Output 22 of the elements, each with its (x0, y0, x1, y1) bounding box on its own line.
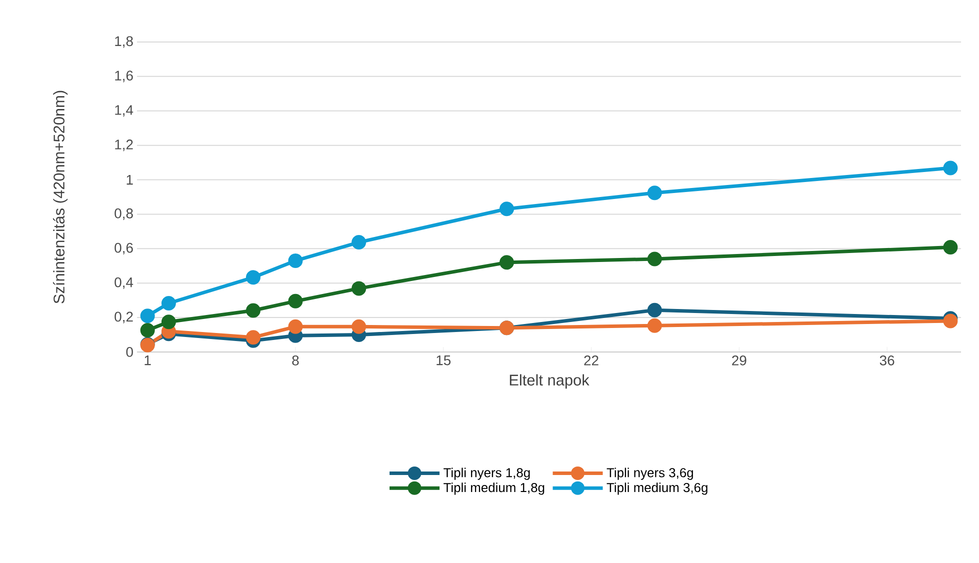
x-tick-label: 1 (144, 356, 151, 366)
y-tick-label: 0,8 (114, 208, 133, 220)
y-axis-title: Színintenzitás (420nm+520nm) (53, 90, 68, 304)
y-tick-label: 1 (126, 174, 133, 185)
x-tick-label: 15 (436, 356, 451, 366)
y-tick-label: 1,8 (115, 36, 133, 48)
x-axis-title: Eltelt napok (510, 374, 590, 389)
x-tick-label: 36 (880, 355, 894, 366)
x-tick-label: 29 (732, 355, 746, 366)
legend-label: Tipli medium 3,6g (606, 482, 708, 495)
y-tick-label: 1,6 (115, 70, 133, 82)
y-tick-label: 1,2 (115, 140, 133, 152)
x-tick-label: 22 (584, 355, 598, 366)
x-tick-label: 8 (292, 355, 299, 366)
legend-label: Tipli medium 1,8g (444, 482, 544, 495)
y-tick-label: 1,4 (115, 105, 134, 117)
legend-label: Tipli nyers 3,6g (606, 468, 693, 480)
y-tick-label: 0,2 (114, 312, 133, 324)
y-tick-label: 0 (126, 347, 133, 357)
legend-label: Tipli nyers 1,8g (444, 468, 530, 480)
y-tick-label: 0,6 (114, 242, 133, 254)
y-tick-label: 0,4 (114, 277, 134, 289)
